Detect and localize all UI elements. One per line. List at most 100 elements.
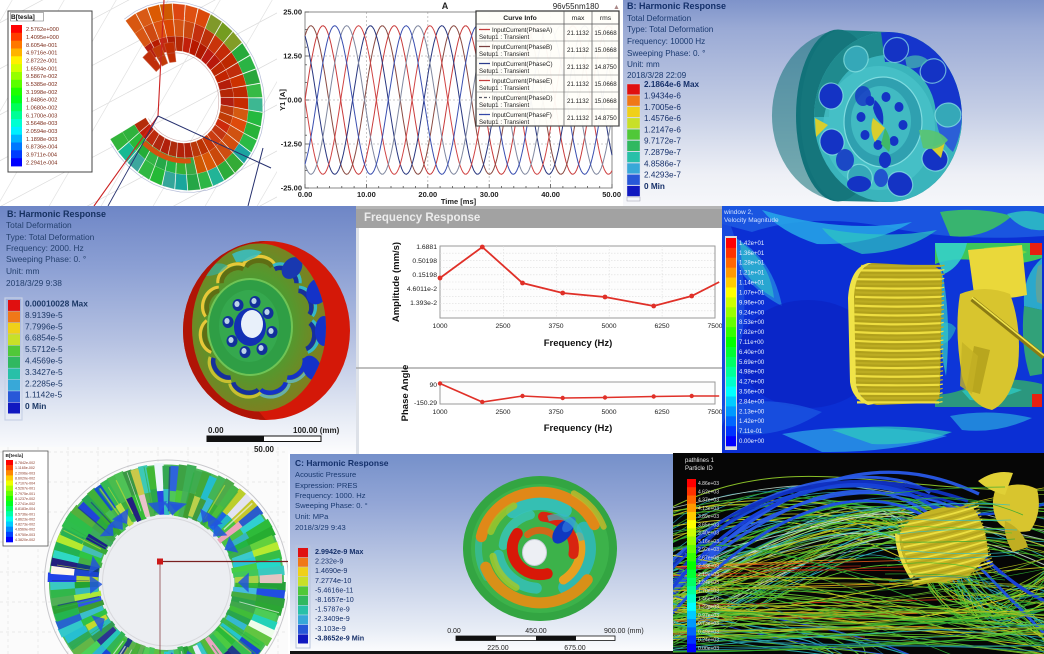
svg-text:7.7996e-5: 7.7996e-5 — [25, 321, 63, 331]
svg-text:Total Deformation: Total Deformation — [6, 220, 72, 230]
svg-text:6.6854e-5: 6.6854e-5 — [25, 333, 63, 343]
svg-text:10.00: 10.00 — [357, 190, 376, 199]
svg-text:2.2096e-003: 2.2096e-003 — [15, 471, 35, 475]
svg-text:3.65e+03: 3.65e+03 — [698, 522, 719, 528]
svg-text:Frequency Response: Frequency Response — [364, 212, 480, 224]
svg-text:2.9942e-9 Max: 2.9942e-9 Max — [315, 547, 363, 556]
svg-text:1.9434e-6: 1.9434e-6 — [644, 92, 681, 101]
svg-text:InputCurrent(PhaseB): InputCurrent(PhaseB) — [492, 44, 552, 51]
svg-text:15.0668: 15.0668 — [594, 98, 617, 105]
svg-text:1.36e+01: 1.36e+01 — [739, 251, 765, 257]
svg-text:5.5712e-5: 5.5712e-5 — [25, 344, 63, 354]
svg-text:21.1132: 21.1132 — [567, 98, 589, 105]
svg-text:1.1142e-5: 1.1142e-5 — [25, 390, 62, 400]
svg-text:1.393e-2: 1.393e-2 — [410, 300, 437, 307]
svg-text:Curve Info: Curve Info — [503, 15, 537, 22]
svg-text:1.42e+00: 1.42e+00 — [739, 419, 765, 425]
svg-text:window 2,: window 2, — [723, 209, 753, 216]
svg-text:4.9750e-003: 4.9750e-003 — [15, 533, 35, 537]
svg-text:2.1864e-6 Max: 2.1864e-6 Max — [644, 80, 700, 89]
svg-text:InputCurrent(PhaseC): InputCurrent(PhaseC) — [492, 61, 553, 68]
svg-text:2.7975e-001: 2.7975e-001 — [15, 492, 35, 496]
svg-text:InputCurrent(PhaseD): InputCurrent(PhaseD) — [492, 95, 553, 102]
svg-text:4.6011e-2: 4.6011e-2 — [407, 286, 437, 293]
svg-text:21.1132: 21.1132 — [567, 115, 589, 122]
svg-text:14.8750: 14.8750 — [594, 115, 617, 122]
svg-text:20.00: 20.00 — [418, 190, 437, 199]
svg-text:rms: rms — [600, 15, 612, 22]
svg-text:-3.103e-9: -3.103e-9 — [315, 624, 346, 633]
svg-text:Frequency (Hz): Frequency (Hz) — [544, 338, 613, 349]
svg-text:15.0668: 15.0668 — [594, 47, 617, 54]
svg-text:1.21e+01: 1.21e+01 — [739, 271, 765, 277]
svg-text:3.3427e-5: 3.3427e-5 — [25, 367, 63, 377]
svg-text:0.49e+03: 0.49e+03 — [698, 630, 719, 636]
svg-text:0.00e+03: 0.00e+03 — [698, 646, 719, 652]
svg-text:3.56e+00: 3.56e+00 — [739, 390, 765, 396]
svg-text:90: 90 — [429, 382, 437, 389]
svg-text:2018/3/28 22:09: 2018/3/28 22:09 — [627, 71, 687, 80]
svg-text:9.96e+00: 9.96e+00 — [739, 300, 765, 306]
svg-text:2.92e+03: 2.92e+03 — [698, 547, 719, 553]
svg-text:40.00: 40.00 — [541, 190, 560, 199]
svg-text:8.9139e-5: 8.9139e-5 — [25, 310, 63, 320]
svg-text:▲: ▲ — [613, 4, 620, 11]
svg-text:A: A — [442, 1, 449, 11]
svg-text:3.1998e-002: 3.1998e-002 — [26, 90, 57, 96]
svg-text:Particle ID: Particle ID — [685, 466, 713, 472]
svg-text:Sweeping Phase: 0. °: Sweeping Phase: 0. ° — [627, 49, 705, 58]
svg-text:2018/3/29 9:43: 2018/3/29 9:43 — [295, 523, 346, 532]
svg-text:7500: 7500 — [707, 409, 722, 416]
svg-text:900.00 (mm): 900.00 (mm) — [604, 628, 644, 635]
svg-text:5.69e+00: 5.69e+00 — [739, 360, 765, 366]
svg-text:InputCurrent(PhaseA): InputCurrent(PhaseA) — [492, 27, 552, 34]
svg-text:2.0594e-003: 2.0594e-003 — [26, 129, 57, 135]
svg-text:8.5736e-001: 8.5736e-001 — [15, 512, 35, 516]
svg-text:Frequency: 10000 Hz: Frequency: 10000 Hz — [627, 37, 705, 46]
svg-text:pathlines 1: pathlines 1 — [685, 458, 715, 464]
svg-text:1.4576e-6: 1.4576e-6 — [644, 114, 681, 123]
svg-text:-25.00: -25.00 — [281, 184, 302, 193]
svg-text:1.0680e-002: 1.0680e-002 — [26, 105, 57, 111]
svg-text:1.2147e-6: 1.2147e-6 — [644, 125, 681, 134]
svg-text:1000: 1000 — [432, 409, 447, 416]
svg-text:5000: 5000 — [601, 323, 616, 330]
svg-text:Expression: PRES: Expression: PRES — [295, 481, 357, 490]
svg-text:1.4095e+000: 1.4095e+000 — [26, 35, 59, 41]
svg-text:4.8273e-002: 4.8273e-002 — [15, 523, 35, 527]
svg-text:Velocity Magnitude: Velocity Magnitude — [724, 217, 779, 224]
svg-text:2500: 2500 — [495, 323, 510, 330]
svg-text:6.1700e-003: 6.1700e-003 — [26, 113, 57, 119]
svg-text:Type: Total Deformation: Type: Total Deformation — [627, 25, 714, 34]
svg-text:max: max — [572, 15, 585, 22]
svg-text:50.00: 50.00 — [602, 190, 621, 199]
svg-text:4.3820e-002: 4.3820e-002 — [15, 538, 35, 542]
svg-text:Acoustic Pressure: Acoustic Pressure — [295, 470, 356, 479]
svg-text:8.6020e-002: 8.6020e-002 — [15, 477, 35, 481]
svg-text:4.5267e-001: 4.5267e-001 — [15, 487, 35, 491]
svg-text:Frequency (Hz): Frequency (Hz) — [544, 423, 613, 434]
svg-text:3750: 3750 — [548, 409, 563, 416]
svg-text:21.1132: 21.1132 — [567, 81, 589, 88]
svg-text:4.62e+03: 4.62e+03 — [698, 489, 719, 495]
svg-text:9.7172e-7: 9.7172e-7 — [644, 137, 681, 146]
svg-text:8.6054e-001: 8.6054e-001 — [26, 43, 57, 49]
svg-text:7500: 7500 — [707, 323, 722, 330]
svg-text:96v55nm180: 96v55nm180 — [553, 2, 600, 11]
svg-text:4.37e+03: 4.37e+03 — [698, 498, 719, 504]
svg-text:2.5762e+000: 2.5762e+000 — [26, 27, 59, 33]
svg-text:-3.8652e-9 Min: -3.8652e-9 Min — [315, 633, 364, 642]
svg-text:1.1898e-003: 1.1898e-003 — [26, 137, 57, 143]
svg-text:3750: 3750 — [548, 323, 563, 330]
svg-text:6250: 6250 — [654, 323, 669, 330]
svg-text:0.00010028 Max: 0.00010028 Max — [25, 299, 88, 309]
svg-text:Unit: mm: Unit: mm — [627, 60, 660, 69]
svg-text:4.7107e-004: 4.7107e-004 — [15, 482, 35, 486]
svg-text:1.07e+01: 1.07e+01 — [739, 291, 765, 297]
svg-text:15.0668: 15.0668 — [594, 81, 617, 88]
svg-text:1.46e+03: 1.46e+03 — [698, 597, 719, 603]
svg-text:225.00: 225.00 — [487, 645, 509, 652]
svg-text:3.40e+03: 3.40e+03 — [698, 531, 719, 537]
svg-text:Frequency: 1000. Hz: Frequency: 1000. Hz — [295, 491, 366, 500]
svg-text:-2.3409e-9: -2.3409e-9 — [315, 614, 350, 623]
